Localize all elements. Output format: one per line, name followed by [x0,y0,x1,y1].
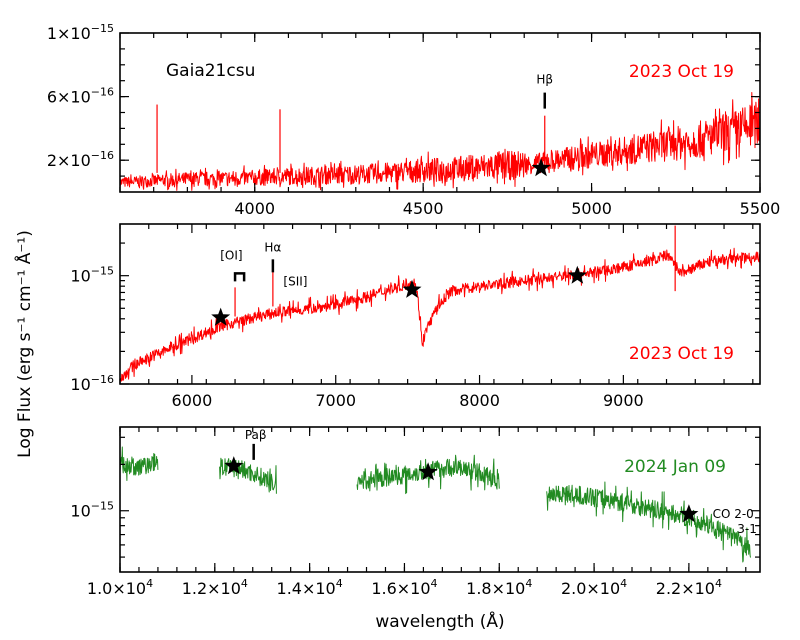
x-tick-label-bottom-6: 2.2×104 [656,577,722,598]
photometry-star-top-0 [531,158,551,177]
x-tick-label-top-0: 4000 [234,199,275,218]
y-tick-label-top-2: 1×10−15 [47,22,114,43]
panel-middle-date: 2023 Oct 19 [629,344,734,364]
label-co-31: 3-1 [737,522,757,536]
x-tick-label-middle-3: 9000 [603,391,644,410]
photometry-star-middle-2 [567,265,587,284]
panel-top-frame [119,32,761,193]
y-tick-label-top-0: 2×10−16 [47,149,114,170]
y-tick-label-middle-0: 10−16 [70,373,114,394]
x-tick-label-bottom-0: 1.0×104 [87,577,153,598]
panel-top-series [119,92,761,191]
panel-bottom-photometry [224,456,699,523]
label-co-20: CO 2-0 [713,507,754,521]
photometry-star-bottom-2 [679,504,699,523]
panel-middle-series [119,225,761,383]
spectrum-line-bottom-0 [119,446,159,481]
x-tick-label-top-3: 5500 [740,199,781,218]
x-tick-label-top-1: 4500 [403,199,444,218]
x-tick-label-middle-0: 6000 [172,391,213,410]
panel-bottom-date: 2024 Jan 09 [624,457,726,477]
x-tick-label-bottom-1: 1.2×104 [182,577,248,598]
label-oi: [OI] [220,248,242,262]
panel-top-ticks: 4000 4500 5000 5500 2×10−16 6×10−16 1×10−15 [47,22,781,218]
annotations: Hβ [OI] Hα [SII] Paβ CO 2-03-1 [220,73,757,536]
panel-bottom-series [119,446,751,563]
y-tick-label-middle-1: 10−15 [70,265,114,286]
x-tick-label-middle-1: 7000 [315,391,356,410]
x-tick-label-bottom-5: 2.0×104 [561,577,627,598]
panel-bottom-ticks: 1.0×104 1.2×104 1.4×104 1.6×104 1.8×104 2.0×1… [70,427,760,598]
x-tick-label-bottom-3: 1.6×104 [371,577,437,598]
panel-bottom-frame [119,426,761,573]
y-tick-label-top-1: 6×10−16 [47,86,114,107]
panel-middle: 6000 7000 8000 9000 10−16 10−15 2023 Oct 19 [70,223,761,410]
photometry-star-middle-1 [402,279,422,298]
x-tick-label-middle-2: 8000 [459,391,500,410]
x-tick-label-top-2: 5000 [571,199,612,218]
panel-top: 4000 4500 5000 5500 2×10−16 6×10−16 1×10−15 Ga… [47,22,781,218]
oi-bracket [233,272,246,282]
panel-bottom: 1.0×104 1.2×104 1.4×104 1.6×104 1.8×104 2.0×1… [70,426,761,632]
photometry-star-bottom-1 [418,462,438,481]
spectrum-line-top-0 [119,92,761,191]
x-tick-label-bottom-4: 1.8×104 [466,577,532,598]
object-name: Gaia21csu [166,61,255,81]
label-hbeta: Hβ [536,73,553,87]
panel-middle-ticks: 6000 7000 8000 9000 10−16 10−15 [70,224,760,410]
spectrum-line-middle-0 [119,247,761,383]
y-axis-label: Log Flux (erg s⁻¹ cm⁻¹ Å⁻¹) [13,230,35,458]
x-tick-label-bottom-2: 1.4×104 [277,577,343,598]
y-tick-label-bottom-0: 10−15 [70,500,114,521]
label-pabeta: Paβ [245,428,267,442]
x-axis-label: wavelength (Å) [375,610,504,632]
panel-top-date: 2023 Oct 19 [629,62,734,82]
spectrum-line-bottom-2 [356,454,500,495]
spectrum-line-bottom-3 [546,481,751,563]
photometry-star-bottom-0 [224,456,244,475]
photometry-star-middle-0 [211,307,231,326]
panel-middle-frame [119,223,761,385]
label-halpha: Hα [264,240,281,254]
panel-top-photometry [531,158,551,177]
label-sii: [SII] [283,275,307,289]
panel-middle-photometry [211,265,587,326]
